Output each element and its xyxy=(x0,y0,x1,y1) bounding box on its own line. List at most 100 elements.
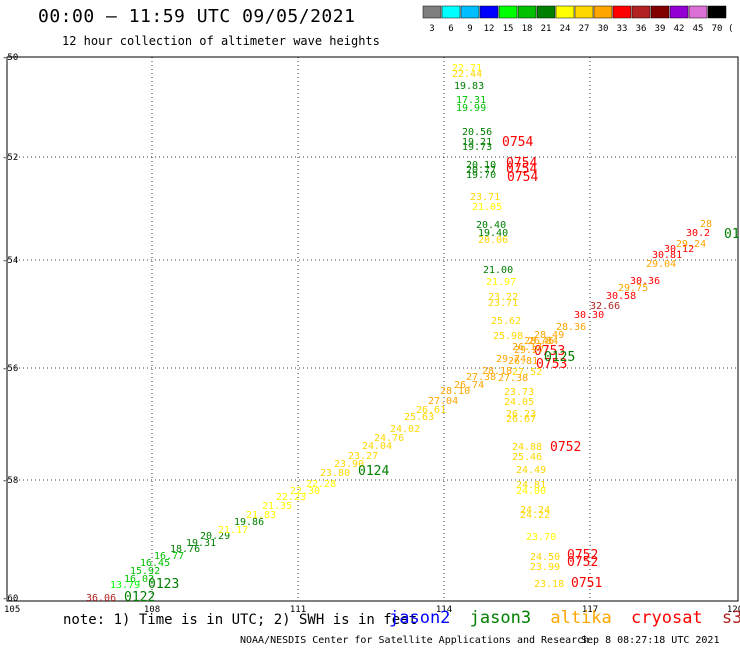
scale-label-36: 36 xyxy=(636,24,647,34)
wave-height-label: 24.00 xyxy=(516,486,546,497)
wave-height-label: 21.83 xyxy=(246,510,276,521)
wave-height-label: 24.81 xyxy=(516,480,546,491)
wave-height-label: 23.71 xyxy=(488,298,518,309)
wave-height-label: 30.81 xyxy=(652,250,682,261)
lat-tick-label: -50 xyxy=(2,53,18,63)
scale-label-3: 3 xyxy=(429,24,434,34)
scale-swatch-15 xyxy=(498,5,518,19)
wave-height-label: 28.49 xyxy=(534,330,564,341)
pass-time-label: 0753 xyxy=(536,357,567,372)
wave-height-label: 23.70 xyxy=(526,532,556,543)
wave-height-label: 23.99 xyxy=(530,562,560,573)
wave-height-label: 22.28 xyxy=(306,479,336,490)
wave-height-label: 24.02 xyxy=(390,424,420,435)
wave-height-label: 25.46 xyxy=(512,452,542,463)
wave-height-label: 25.63 xyxy=(404,412,434,423)
scale-swatch-6 xyxy=(441,5,461,19)
scale-label-45: 45 xyxy=(693,24,704,34)
legend-s3a: s3a xyxy=(721,608,740,628)
wave-height-label: 15.92 xyxy=(130,566,160,577)
wave-height-label: 29.27 xyxy=(514,345,544,356)
scale-label-42: 42 xyxy=(674,24,685,34)
scale-swatch-70 xyxy=(707,5,727,19)
scale-label-30: 30 xyxy=(598,24,609,34)
wave-height-label: 26.67 xyxy=(506,414,536,425)
lon-tick-label: 120 xyxy=(727,605,740,615)
wave-height-label: 19.99 xyxy=(456,103,486,114)
scale-swatch-3 xyxy=(422,5,442,19)
lon-tick-label: 111 xyxy=(290,605,306,615)
scale-swatch-9 xyxy=(460,5,480,19)
scale-swatch-45 xyxy=(688,5,708,19)
lon-tick-label: 105 xyxy=(4,605,20,615)
wave-height-label: 29.04 xyxy=(646,259,676,270)
wave-height-label: 23.22 xyxy=(488,292,518,303)
map-subtitle: 12 hour collection of altimeter wave hei… xyxy=(62,34,380,48)
wave-height-label: 29.75 xyxy=(618,283,648,294)
scale-unit: (ft) xyxy=(728,24,732,34)
wave-height-label: 23.18 xyxy=(534,579,564,590)
scale-label-12: 12 xyxy=(484,24,495,34)
scale-label-15: 15 xyxy=(503,24,514,34)
pass-time-label: 0124 xyxy=(358,464,389,479)
wave-height-label: 21.35 xyxy=(262,501,292,512)
legend-cryosat: cryosat xyxy=(631,608,703,628)
pass-time-label: 0752 xyxy=(567,548,598,563)
wave-height-label: 21.00 xyxy=(483,265,513,276)
wave-height-label: 13.79 xyxy=(110,580,140,591)
wave-height-label: 24.88 xyxy=(512,442,542,453)
wave-height-label: 32.66 xyxy=(590,301,620,312)
wave-height-label: 28.18 xyxy=(482,366,512,377)
wave-height-label: 17.31 xyxy=(456,95,486,106)
map-frame xyxy=(6,56,739,602)
lon-tick-label: 114 xyxy=(436,605,452,615)
lat-tick-label: -58 xyxy=(2,476,18,486)
wave-height-label: 24.04 xyxy=(362,441,392,452)
wave-height-label: 26.17 xyxy=(512,342,542,353)
wave-height-label: 24.76 xyxy=(374,433,404,444)
scale-label-9: 9 xyxy=(467,24,472,34)
wave-height-label: 16.02 xyxy=(124,574,154,585)
wave-height-label: 30.2 xyxy=(686,228,710,239)
scale-label-6: 6 xyxy=(448,24,453,34)
scale-label-39: 39 xyxy=(655,24,666,34)
wave-height-label: 26.61 xyxy=(416,405,446,416)
scale-swatch-12 xyxy=(479,5,499,19)
wave-height-label: 27.04 xyxy=(428,396,458,407)
wave-height-label: 20.29 xyxy=(200,531,230,542)
wave-height-label: 16.45 xyxy=(140,558,170,569)
credits: NOAA/NESDIS Center for Satellite Applica… xyxy=(240,635,590,646)
pass-time-label: 0754 xyxy=(506,162,537,177)
scale-swatch-27 xyxy=(574,5,594,19)
wave-height-label: 24.22 xyxy=(520,510,550,521)
wave-height-label: 20.56 xyxy=(462,127,492,138)
wave-height-label: 19.70 xyxy=(466,170,496,181)
wave-height-label: 36.06 xyxy=(86,593,116,604)
pass-time-label: 0751 xyxy=(571,576,602,591)
wave-height-label: 25.62 xyxy=(491,316,521,327)
scale-swatch-33 xyxy=(612,5,632,19)
diagonal-track: 36.06 13.7916.0215.9216.4516.7718.7619.31… xyxy=(86,219,740,605)
wave-height-label: 27.52 xyxy=(512,367,542,378)
scale-label-18: 18 xyxy=(522,24,533,34)
pass-time-label: 0754 xyxy=(507,170,538,185)
wave-height-label: 16.77 xyxy=(154,551,184,562)
pass-time-label: 0123 xyxy=(148,577,179,592)
wave-height-label: 20.10 xyxy=(466,160,496,171)
map-title: 00:00 – 11:59 UTC 09/05/2021 xyxy=(38,6,356,27)
wave-height-label: 26.23 xyxy=(506,409,536,420)
lat-tick-label: -54 xyxy=(2,256,18,266)
scale-swatch-39 xyxy=(650,5,670,19)
legend-altika: altika xyxy=(550,608,612,628)
scale-swatch-24 xyxy=(555,5,575,19)
pass-time-label: 0754 xyxy=(502,135,533,150)
wave-height-label: 23.71 xyxy=(470,192,500,203)
pass-time-label: 0754 xyxy=(506,156,537,171)
wave-height-label: 27.38 xyxy=(498,373,528,384)
wave-height-label: 24.05 xyxy=(504,397,534,408)
scale-swatch-42 xyxy=(669,5,689,19)
wave-height-label: 26.81 xyxy=(508,356,538,367)
